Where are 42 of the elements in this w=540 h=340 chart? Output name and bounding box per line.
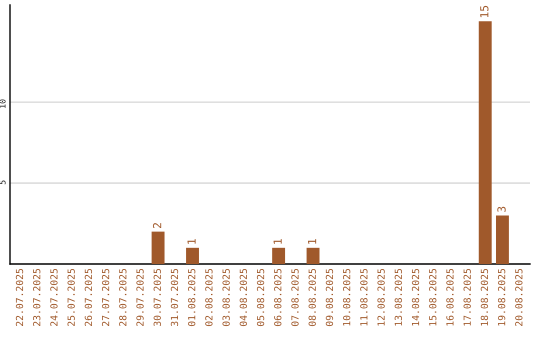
x-tick-label: 01.08.2025 (188, 268, 196, 326)
x-tick-label: 06.08.2025 (274, 268, 282, 326)
x-tick-label: 19.08.2025 (498, 268, 506, 326)
x-tick-label: 12.08.2025 (377, 268, 385, 326)
data-label: 1 (188, 239, 196, 244)
x-tick-label: 24.07.2025 (50, 268, 58, 326)
bar (478, 21, 492, 264)
data-label: 1 (274, 239, 282, 244)
x-tick-label: 29.07.2025 (136, 268, 144, 326)
x-tick-label: 23.07.2025 (33, 268, 40, 326)
x-tick-label: 14.08.2025 (412, 268, 420, 326)
data-label: 3 (497, 206, 506, 212)
x-tick-label: 30.07.2025 (154, 268, 161, 326)
x-tick-label: 20.08.2025 (515, 268, 523, 326)
data-label: 2 (152, 223, 162, 228)
x-tick-label: 02.08.2025 (205, 268, 213, 326)
x-tick-label: 09.08.2025 (326, 268, 334, 326)
bar (186, 248, 199, 264)
x-tick-label: 05.08.2025 (256, 268, 264, 326)
data-label: 1 (308, 239, 316, 244)
x-tick-label: 22.07.2025 (16, 268, 24, 326)
x-tick-label: 18.08.2025 (480, 268, 488, 326)
bar (272, 248, 286, 264)
x-tick-label: 16.08.2025 (446, 268, 454, 326)
x-tick-label: 31.07.2025 (170, 268, 178, 326)
x-tick-label: 11.08.2025 (360, 268, 368, 326)
bar (152, 232, 165, 264)
x-tick-label: 03.08.2025 (222, 268, 230, 326)
x-tick-label: 15.08.2025 (429, 268, 436, 326)
x-tick-label: 17.08.2025 (464, 268, 471, 326)
x-tick-label: 27.07.2025 (102, 268, 110, 326)
x-tick-label: 28.07.2025 (119, 268, 126, 326)
x-tick-label: 25.07.2025 (67, 268, 75, 326)
x-tick-label: 13.08.2025 (394, 268, 402, 326)
data-label: 15 (480, 6, 488, 18)
x-tick-label: 04.08.2025 (240, 268, 248, 326)
bar (306, 248, 320, 264)
x-tick-label: 08.08.2025 (308, 268, 316, 326)
x-tick-label: 07.08.2025 (291, 268, 299, 326)
x-tick-label: 26.07.2025 (84, 268, 92, 326)
x-tick-label: 10.08.2025 (342, 268, 350, 326)
bar (496, 215, 509, 264)
